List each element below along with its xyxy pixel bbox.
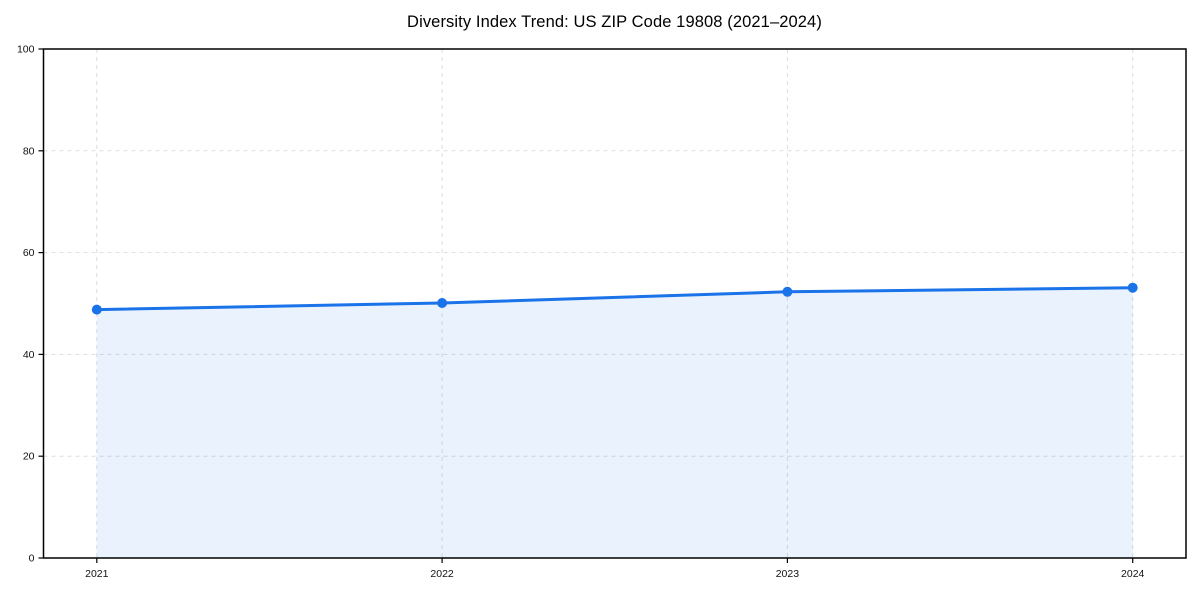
y-tick-label: 20: [23, 451, 35, 463]
x-tick-label: 2024: [1121, 568, 1145, 580]
data-point-2024: [1127, 282, 1138, 293]
y-tick-label: 0: [29, 553, 35, 565]
y-tick-label: 40: [23, 349, 35, 361]
y-tick-label: 100: [17, 44, 35, 56]
data-point-2022: [437, 297, 448, 308]
plot-background: [43, 49, 1186, 558]
axes-spines: [42, 48, 1187, 559]
y-tick-label: 60: [23, 247, 35, 259]
y-tick-label: 80: [23, 145, 35, 157]
data-point-2023: [782, 286, 793, 297]
data-point-2021: [91, 304, 102, 315]
area-fill: [96, 287, 1133, 558]
x-tick-label: 2023: [776, 568, 800, 580]
x-tick-label: 2021: [85, 568, 109, 580]
trend-line: [95, 286, 1135, 312]
chart-title: Diversity Index Trend: US ZIP Code 19808…: [407, 13, 822, 31]
x-tick-label: 2022: [430, 568, 454, 580]
